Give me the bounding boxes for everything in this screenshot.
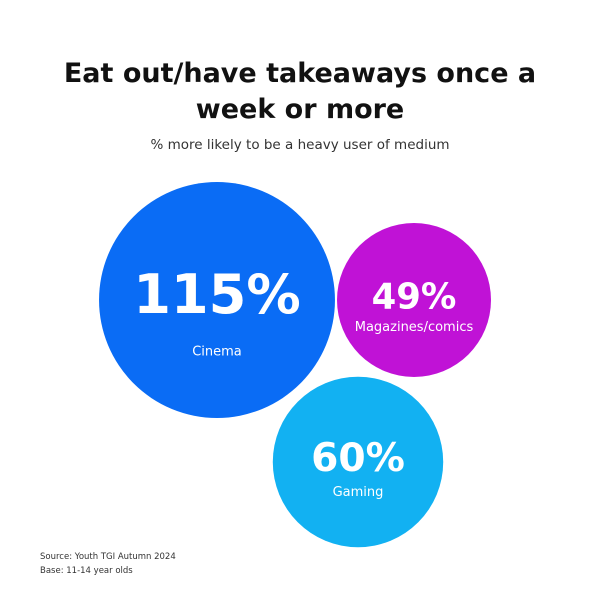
source-note: Source: Youth TGI Autumn 2024 — [40, 552, 176, 562]
bubble — [337, 223, 491, 377]
category-label: Magazines/comics — [355, 320, 474, 335]
chart-title: Eat out/have takeaways once a week or mo… — [63, 58, 537, 125]
bubble — [99, 182, 335, 418]
value-label: 49% — [372, 276, 457, 317]
chart-subtitle: % more likely to be a heavy user of medi… — [150, 137, 450, 153]
value-label: 115% — [133, 263, 301, 326]
category-label: Gaming — [333, 485, 384, 500]
bubble — [272, 376, 444, 548]
base-note: Base: 11-14 year olds — [40, 566, 133, 576]
value-label: 60% — [311, 436, 405, 481]
category-label: Cinema — [192, 344, 242, 359]
